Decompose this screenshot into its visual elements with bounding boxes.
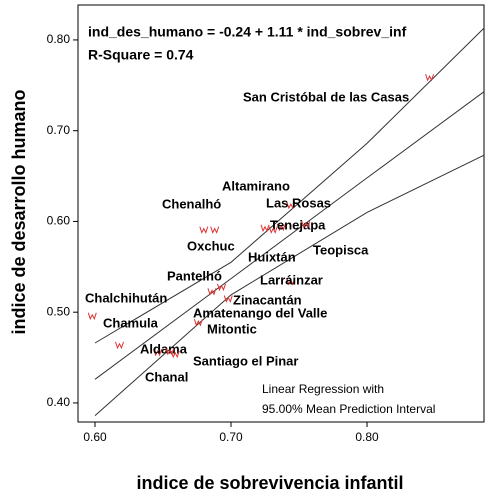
regression-line xyxy=(94,27,485,344)
equation: ind_des_humano = -0.24 + 1.11 * ind_sobr… xyxy=(88,24,407,40)
regression-line xyxy=(94,154,485,416)
point xyxy=(153,348,163,357)
x-tick-label: 0.70 xyxy=(219,430,243,444)
point-label: Mitontic xyxy=(207,321,257,336)
point xyxy=(276,223,286,232)
point-label: Huixtán xyxy=(248,249,296,264)
point-label: Chanal xyxy=(145,369,188,384)
point xyxy=(165,348,175,356)
legend-note: 95.00% Mean Prediction Interval xyxy=(262,402,435,416)
x-axis-title: indice de sobrevivencia infantil xyxy=(136,473,403,493)
point xyxy=(223,295,233,303)
point-label: Chamula xyxy=(103,315,159,330)
point xyxy=(286,278,296,286)
r-square: R-Square = 0.74 xyxy=(88,47,194,63)
point xyxy=(87,312,97,321)
point xyxy=(425,73,435,82)
point xyxy=(170,350,180,359)
point-label: Chalchihután xyxy=(85,290,167,305)
point xyxy=(286,201,296,210)
legend-note: Linear Regression with xyxy=(262,382,384,396)
y-tick-label: 0.50 xyxy=(47,304,71,318)
point xyxy=(199,226,209,234)
x-tick-label: 0.80 xyxy=(355,430,379,444)
point xyxy=(301,221,311,229)
point-label: Teopisca xyxy=(313,242,369,257)
point-label: Larráinzar xyxy=(260,272,323,287)
y-axis-title: indice de desarrollo humano xyxy=(9,89,29,334)
plot-frame xyxy=(77,4,485,423)
point xyxy=(217,283,226,292)
point-label: Tenejapa xyxy=(270,217,326,232)
point xyxy=(260,224,270,233)
y-tick-label: 0.40 xyxy=(47,395,71,409)
point-label: Pantelhó xyxy=(167,268,222,283)
point-label: Las Rosas xyxy=(266,195,331,210)
point-label: Santiago el Pinar xyxy=(193,353,298,368)
point-label: Aldama xyxy=(140,341,188,356)
point-label: Altamirano xyxy=(222,178,290,193)
y-tick-label: 0.60 xyxy=(47,214,71,228)
y-tick-label: 0.70 xyxy=(47,123,71,137)
point-label: Amatenango del Valle xyxy=(193,305,327,320)
y-tick-label: 0.80 xyxy=(47,32,71,46)
point-label: San Cristóbal de las Casas xyxy=(243,89,409,104)
point-label: Chenalhó xyxy=(162,196,221,211)
point xyxy=(115,341,124,350)
point xyxy=(210,226,220,234)
point-label: Zinacantán xyxy=(233,292,302,307)
point xyxy=(207,288,217,296)
point xyxy=(268,226,278,234)
regression-line xyxy=(94,91,485,380)
point-label: Oxchuc xyxy=(187,238,235,253)
x-tick-label: 0.60 xyxy=(83,430,107,444)
point xyxy=(193,319,203,327)
